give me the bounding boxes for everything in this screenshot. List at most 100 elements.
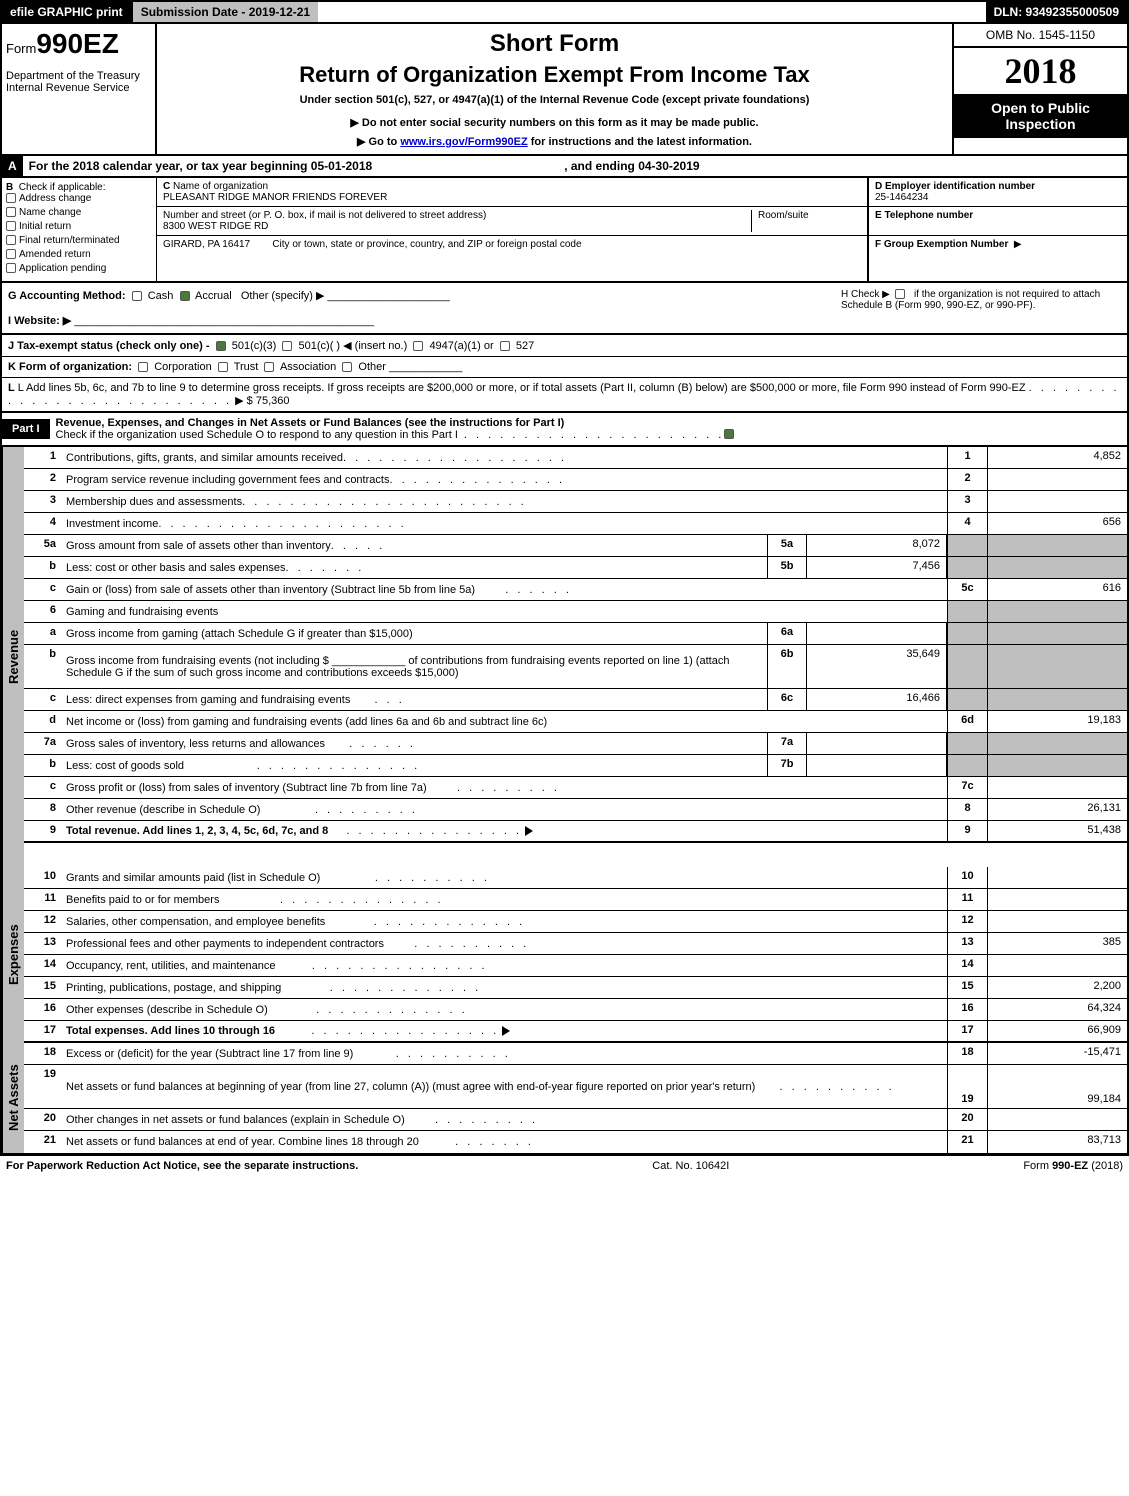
- dept-treasury: Department of the Treasury: [6, 70, 151, 82]
- dln-label: DLN: 93492355000509: [986, 2, 1127, 22]
- line-5a-value: 8,072: [807, 535, 947, 556]
- cash-checkbox[interactable]: [132, 291, 142, 301]
- under-section-text: Under section 501(c), 527, or 4947(a)(1)…: [177, 94, 932, 106]
- line-5a: 5a Gross amount from sale of assets othe…: [24, 535, 1127, 557]
- ssn-warning: ▶ Do not enter social security numbers o…: [177, 116, 932, 129]
- entity-box: B Check if applicable: Address change Na…: [0, 178, 1129, 283]
- city-state-zip: GIRARD, PA 16417: [163, 239, 250, 250]
- application-pending-checkbox[interactable]: [6, 263, 16, 273]
- 4947a1-checkbox[interactable]: [413, 341, 423, 351]
- line-15: 15 Printing, publications, postage, and …: [24, 977, 1127, 999]
- telephone-label: E Telephone number: [875, 210, 973, 221]
- line-19: 19 Net assets or fund balances at beginn…: [24, 1065, 1127, 1109]
- line-6b-value: 35,649: [807, 645, 947, 688]
- line-18: 18 Excess or (deficit) for the year (Sub…: [24, 1043, 1127, 1065]
- line-9: 9 Total revenue. Add lines 1, 2, 3, 4, 5…: [24, 821, 1127, 843]
- schedule-o-checkbox[interactable]: [724, 429, 734, 439]
- trust-checkbox[interactable]: [218, 362, 228, 372]
- initial-return-checkbox[interactable]: [6, 221, 16, 231]
- website-label: I Website: ▶: [8, 315, 71, 327]
- net-assets-side-label: Net Assets: [2, 1043, 24, 1153]
- group-exemption-label: F Group Exemption Number: [875, 239, 1008, 250]
- line-5c: c Gain or (loss) from sale of assets oth…: [24, 579, 1127, 601]
- expenses-side-label: Expenses: [2, 867, 24, 1043]
- line-1-value: 4,852: [987, 447, 1127, 468]
- final-return-checkbox[interactable]: [6, 235, 16, 245]
- irs-label: Internal Revenue Service: [6, 82, 151, 94]
- accrual-checkbox[interactable]: [180, 291, 190, 301]
- line-13: 13 Professional fees and other payments …: [24, 933, 1127, 955]
- line-15-value: 2,200: [987, 977, 1127, 998]
- line-10: 10 Grants and similar amounts paid (list…: [24, 867, 1127, 889]
- paperwork-notice: For Paperwork Reduction Act Notice, see …: [6, 1160, 358, 1172]
- org-name: PLEASANT RIDGE MANOR FRIENDS FOREVER: [163, 192, 387, 203]
- corporation-checkbox[interactable]: [138, 362, 148, 372]
- efile-print-button[interactable]: efile GRAPHIC print: [2, 2, 131, 22]
- line-19-value: 99,184: [987, 1065, 1127, 1108]
- irs-link[interactable]: www.irs.gov/Form990EZ: [400, 136, 527, 148]
- line-21: 21 Net assets or fund balances at end of…: [24, 1131, 1127, 1153]
- name-change-checkbox[interactable]: [6, 207, 16, 217]
- association-checkbox[interactable]: [264, 362, 274, 372]
- line-21-value: 83,713: [987, 1131, 1127, 1153]
- line-14: 14 Occupancy, rent, utilities, and maint…: [24, 955, 1127, 977]
- 527-checkbox[interactable]: [500, 341, 510, 351]
- submission-date-button[interactable]: Submission Date - 2019-12-21: [131, 2, 318, 22]
- goto-line: ▶ Go to www.irs.gov/Form990EZ for instru…: [177, 135, 932, 148]
- form-number: 990EZ: [36, 28, 119, 59]
- line-6d: d Net income or (loss) from gaming and f…: [24, 711, 1127, 733]
- line-6d-value: 19,183: [987, 711, 1127, 732]
- line-1: 1 Contributions, gifts, grants, and simi…: [24, 447, 1127, 469]
- 501c-checkbox[interactable]: [282, 341, 292, 351]
- line-20: 20 Other changes in net assets or fund b…: [24, 1109, 1127, 1131]
- tax-year: 2018: [954, 48, 1127, 94]
- arrow-icon: [502, 1026, 510, 1036]
- page-footer: For Paperwork Reduction Act Notice, see …: [0, 1155, 1129, 1176]
- line-6c-value: 16,466: [807, 689, 947, 710]
- catalog-number: Cat. No. 10642I: [652, 1160, 729, 1172]
- line-18-value: -15,471: [987, 1043, 1127, 1064]
- amended-return-checkbox[interactable]: [6, 249, 16, 259]
- form-ref: Form 990-EZ (2018): [1023, 1160, 1123, 1172]
- part1-table: Revenue 1 Contributions, gifts, grants, …: [0, 447, 1129, 1155]
- line-8: 8 Other revenue (describe in Schedule O)…: [24, 799, 1127, 821]
- line-16: 16 Other expenses (describe in Schedule …: [24, 999, 1127, 1021]
- line-16-value: 64,324: [987, 999, 1127, 1020]
- room-suite-label: Room/suite: [751, 210, 861, 232]
- line-6b: b Gross income from fundraising events (…: [24, 645, 1127, 689]
- short-form-title: Short Form: [177, 30, 932, 58]
- accounting-website-section: G Accounting Method: Cash Accrual Other …: [0, 283, 1129, 335]
- schedule-b-checkbox[interactable]: [895, 289, 905, 299]
- line-5c-value: 616: [987, 579, 1127, 600]
- line-11: 11 Benefits paid to or for members . . .…: [24, 889, 1127, 911]
- line-8-value: 26,131: [987, 799, 1127, 820]
- revenue-side-label: Revenue: [2, 447, 24, 867]
- line-4: 4 Investment income . . . . . . . . . . …: [24, 513, 1127, 535]
- other-org-checkbox[interactable]: [342, 362, 352, 372]
- address-change-checkbox[interactable]: [6, 193, 16, 203]
- part1-label: Part I: [2, 419, 50, 439]
- line-17-value: 66,909: [987, 1021, 1127, 1041]
- line-4-value: 656: [987, 513, 1127, 534]
- line-17: 17 Total expenses. Add lines 10 through …: [24, 1021, 1127, 1043]
- line-5b: b Less: cost or other basis and sales ex…: [24, 557, 1127, 579]
- part1-header: Part I Revenue, Expenses, and Changes in…: [0, 413, 1129, 447]
- return-title: Return of Organization Exempt From Incom…: [177, 62, 932, 88]
- line-13-value: 385: [987, 933, 1127, 954]
- line-2: 2 Program service revenue including gove…: [24, 469, 1127, 491]
- form-prefix: Form: [6, 41, 36, 56]
- street-address: 8300 WEST RIDGE RD: [163, 221, 268, 232]
- 501c3-checkbox[interactable]: [216, 341, 226, 351]
- check-if-applicable: Check if applicable:: [19, 182, 106, 193]
- form-header: Form990EZ Department of the Treasury Int…: [0, 24, 1129, 156]
- line-3: 3 Membership dues and assessments . . . …: [24, 491, 1127, 513]
- omb-number: OMB No. 1545-1150: [954, 24, 1127, 48]
- open-to-public: Open to Public Inspection: [954, 94, 1127, 138]
- line-9-value: 51,438: [987, 821, 1127, 841]
- ein-label: D Employer identification number: [875, 181, 1035, 192]
- line-12: 12 Salaries, other compensation, and emp…: [24, 911, 1127, 933]
- line-6c: c Less: direct expenses from gaming and …: [24, 689, 1127, 711]
- form-of-organization: K Form of organization: Corporation Trus…: [0, 357, 1129, 378]
- line-7c: c Gross profit or (loss) from sales of i…: [24, 777, 1127, 799]
- tax-exempt-status: J Tax-exempt status (check only one) - 5…: [0, 335, 1129, 357]
